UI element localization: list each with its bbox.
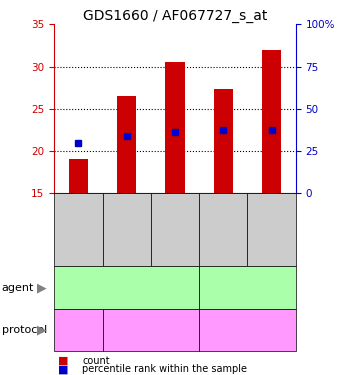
Text: GSM35871: GSM35871 xyxy=(122,205,131,254)
Text: GSM35873: GSM35873 xyxy=(219,205,228,254)
Text: ▶: ▶ xyxy=(37,281,47,294)
Text: ▶: ▶ xyxy=(37,324,47,336)
Text: GSM35872: GSM35872 xyxy=(170,205,180,254)
Text: protocol: protocol xyxy=(2,325,47,335)
Text: agent: agent xyxy=(2,283,34,293)
Text: GSM35874: GSM35874 xyxy=(267,205,276,254)
Text: control: control xyxy=(108,283,145,293)
Bar xyxy=(214,89,233,193)
Bar xyxy=(165,62,185,193)
Bar xyxy=(117,96,136,193)
Text: liquid diet: liquid diet xyxy=(225,326,270,334)
Text: GSM35875: GSM35875 xyxy=(74,205,83,254)
Text: count: count xyxy=(82,356,110,366)
Text: liquid diet: liquid diet xyxy=(56,326,101,334)
Text: fetal alcohol
exposure: fetal alcohol exposure xyxy=(215,277,280,298)
Text: ■: ■ xyxy=(58,356,68,366)
Bar xyxy=(69,159,88,193)
Bar xyxy=(262,50,281,193)
Text: percentile rank within the sample: percentile rank within the sample xyxy=(82,364,247,374)
Text: GDS1660 / AF067727_s_at: GDS1660 / AF067727_s_at xyxy=(83,9,267,23)
Text: ■: ■ xyxy=(58,364,68,374)
Text: solid diet: solid diet xyxy=(130,326,172,334)
